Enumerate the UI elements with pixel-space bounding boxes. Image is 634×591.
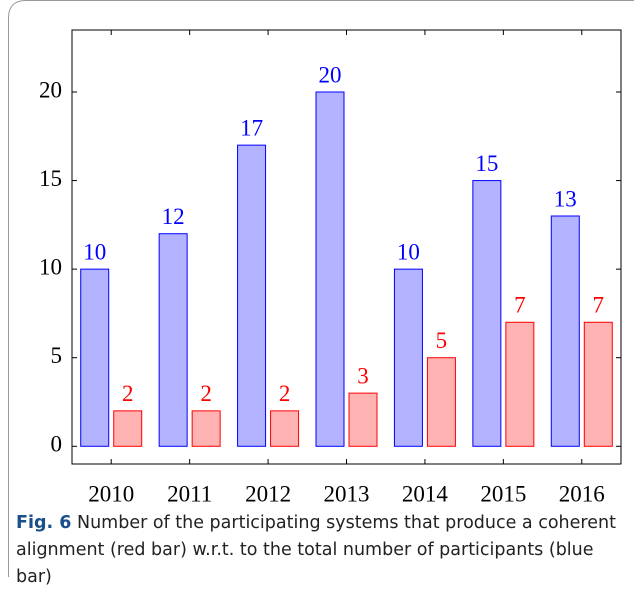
bar	[551, 216, 579, 446]
value-label: 10	[397, 239, 420, 264]
value-label: 7	[593, 293, 605, 318]
value-label: 7	[514, 293, 526, 318]
x-tick-label: 2011	[167, 481, 212, 506]
x-tick-label: 2013	[324, 481, 370, 506]
x-tick-label: 2014	[402, 481, 449, 506]
bar	[506, 322, 534, 446]
chart: 0 5 10 15 20 2010 10 2 2011 12 2 2012 17 2 2013 20 3 2014…	[0, 0, 634, 577]
bar	[271, 411, 299, 446]
value-label: 5	[436, 328, 448, 353]
x-tick-label: 2012	[245, 481, 291, 506]
y-tick-label: 0	[51, 432, 63, 457]
y-tick-label: 10	[39, 254, 62, 279]
value-label: 13	[554, 186, 577, 211]
y-tick-label: 5	[51, 343, 63, 368]
value-label: 2	[122, 381, 134, 406]
y-tick-label: 20	[39, 77, 62, 102]
page: {"chart_data": {"type": "bar", "categori…	[0, 0, 634, 577]
plot-frame	[72, 30, 621, 464]
bar	[394, 269, 422, 446]
bar	[192, 411, 220, 446]
value-label: 2	[200, 381, 212, 406]
x-tick-label: 2010	[88, 481, 134, 506]
caption: Fig. 6 Number of the participating syste…	[16, 510, 626, 591]
x-tick-label: 2016	[559, 481, 605, 506]
bar	[81, 269, 109, 446]
y-tick-label: 15	[39, 166, 62, 191]
value-label: 17	[240, 115, 263, 140]
caption-text: Number of the participating systems that…	[16, 513, 616, 587]
bar	[114, 411, 142, 446]
value-label: 20	[319, 62, 342, 87]
value-label: 2	[279, 381, 291, 406]
caption-label: Fig. 6	[16, 513, 71, 533]
x-tick-label: 2015	[480, 481, 526, 506]
bar	[349, 393, 377, 446]
bar	[584, 322, 612, 446]
bar	[473, 181, 501, 447]
bar	[238, 145, 266, 446]
bar	[427, 358, 455, 447]
value-label: 10	[83, 239, 106, 264]
value-label: 3	[357, 363, 369, 388]
bar	[159, 234, 187, 447]
value-label: 15	[475, 151, 498, 176]
value-label: 12	[162, 204, 185, 229]
bar	[316, 92, 344, 446]
